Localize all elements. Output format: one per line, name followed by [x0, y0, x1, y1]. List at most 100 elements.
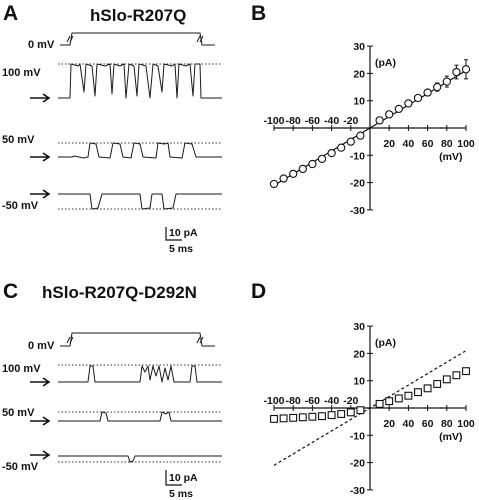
panel-c-scalebar-time: 5 ms: [169, 488, 193, 500]
panel-c-trace-50: [58, 411, 222, 422]
panel-a-protocol-label: 0 mV: [28, 39, 55, 51]
data-point-b: [327, 148, 336, 158]
panel-a-scalebar: [165, 227, 182, 241]
y-tick-label-b: 10: [353, 96, 365, 108]
y-tick-label-b: -10: [350, 150, 365, 162]
x-tick-label-d: -40: [324, 395, 339, 407]
panel-letter-c: C: [3, 280, 18, 303]
panel-c-voltage-step: [60, 332, 215, 347]
x-tick-label-d: 80: [441, 418, 453, 430]
data-point-b: [385, 110, 394, 119]
y-tick-label-b: -30: [350, 205, 365, 217]
panel-c-voltage-label-3: -50 mV: [2, 461, 39, 473]
y-tick-label-d: -20: [350, 458, 365, 470]
data-point-b: [269, 179, 279, 189]
data-point-d: [356, 406, 365, 415]
data-point-d: [452, 371, 461, 380]
y-tick-label-b: 30: [353, 41, 365, 53]
x-tick-label-b: 40: [403, 138, 415, 150]
x-tick-label-d: -20: [343, 395, 358, 407]
panel-c-scalebar-current: 10 pA: [169, 472, 198, 484]
data-point-b: [337, 143, 346, 152]
x-tick-label-b: 80: [441, 138, 453, 150]
panel-c-arrow-50: [30, 416, 51, 426]
data-point-b: [375, 116, 384, 125]
panel-a-voltage-label-3: -50 mV: [2, 200, 39, 212]
data-point-b: [394, 104, 403, 114]
y-tick-label-d: 20: [353, 348, 365, 360]
panel-c-protocol-label: 0 mV: [28, 340, 55, 352]
x-tick-label-d: 100: [457, 418, 475, 430]
data-point-d: [327, 411, 336, 420]
x-tick-label-b: -80: [286, 115, 301, 127]
data-point-b: [298, 164, 307, 174]
panel-c-scalebar: [165, 470, 182, 486]
panel-c-voltage-label-2: 50 mV: [2, 407, 35, 419]
data-point-b: [452, 67, 461, 77]
fit-line-d: [273, 350, 467, 466]
panel-a-break-mark-right: [196, 35, 204, 43]
data-point-b: [413, 93, 423, 103]
x-tick-label-d: 60: [422, 418, 434, 430]
y-tick-label-b: 20: [353, 68, 365, 80]
panel-c-arrow-neg50: [30, 450, 51, 460]
y-tick-label-b: -20: [350, 178, 365, 190]
data-point-b: [404, 99, 413, 108]
x-tick-label-b: 60: [422, 138, 434, 150]
data-point-b: [308, 159, 317, 169]
panel-a-voltage-label-1: 100 mV: [2, 67, 41, 79]
x-tick-label-b: -20: [343, 115, 358, 127]
data-point-d: [270, 414, 278, 423]
x-tick-label-d: 20: [383, 418, 395, 430]
data-point-b: [317, 154, 327, 163]
data-point-d: [298, 413, 307, 422]
y-tick-label-d: -30: [350, 485, 365, 497]
y-tick-label-d: 30: [353, 321, 365, 333]
panel-a-scalebar-time: 5 ms: [169, 243, 193, 255]
panel-c-arrow-100: [30, 377, 51, 387]
panel-a-trace-50: [58, 142, 222, 159]
data-point-b: [289, 169, 298, 179]
panel-a-arrow-neg50: [30, 189, 51, 199]
panel-a-break-mark-left: [66, 35, 74, 43]
y-tick-label-d: -10: [350, 430, 365, 442]
panel-c-voltage-label-1: 100 mV: [2, 363, 41, 375]
x-tick-label-b: 100: [457, 138, 475, 150]
x-tick-label-b: -60: [305, 115, 320, 127]
panel-a-voltage-label-2: 50 mV: [2, 134, 35, 146]
x-tick-label-d: -60: [305, 395, 320, 407]
data-point-b: [356, 131, 365, 140]
data-point-d: [318, 412, 326, 421]
data-point-d: [404, 391, 413, 400]
data-point-d: [442, 375, 451, 384]
fit-line-b: [273, 70, 467, 186]
data-point-d: [433, 380, 442, 388]
panel-a-title: hSlo-R207Q: [90, 6, 186, 25]
data-point-d: [337, 410, 346, 418]
x-tick-label-d: -100: [263, 395, 284, 407]
panel-a-arrow-50: [30, 152, 51, 162]
x-tick-label-d: 40: [403, 418, 415, 430]
panel-letter-b: B: [251, 2, 266, 25]
panel-c-trace-neg50: [58, 455, 222, 463]
data-point-d: [308, 412, 317, 421]
data-point-d: [346, 408, 355, 417]
y-tick-label-d: 10: [353, 376, 365, 388]
x-axis-label-d: (mV): [439, 431, 462, 443]
data-point-b: [423, 88, 432, 97]
x-axis-label-b: (mV): [439, 151, 462, 163]
data-point-d: [385, 397, 394, 406]
panel-c-break-mark-left: [66, 336, 74, 344]
y-axis-label-d: (pA): [375, 337, 396, 349]
panel-a-trace-100: [58, 63, 222, 99]
y-axis-label-b: (pA): [375, 57, 396, 69]
data-point-d: [423, 384, 432, 393]
panel-a-voltage-step: [60, 32, 215, 46]
data-point-d: [394, 394, 403, 403]
data-point-d: [375, 399, 384, 408]
data-point-b: [461, 65, 471, 74]
x-tick-label-b: -100: [263, 115, 284, 127]
data-point-d: [414, 388, 422, 397]
data-point-b: [346, 137, 355, 146]
